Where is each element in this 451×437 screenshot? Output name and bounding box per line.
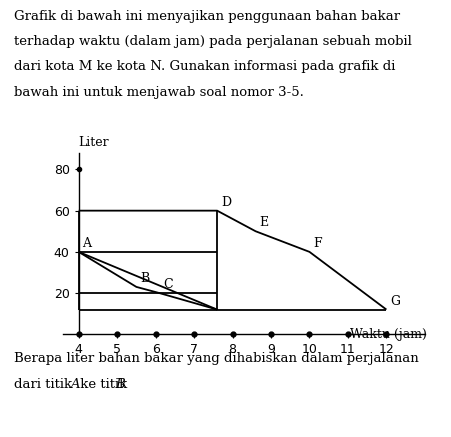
Text: Berapa liter bahan bakar yang dihabiskan dalam perjalanan: Berapa liter bahan bakar yang dihabiskan… <box>14 352 417 365</box>
Text: dari titik: dari titik <box>14 378 76 391</box>
Text: ke titik: ke titik <box>76 378 131 391</box>
Text: A: A <box>83 237 91 250</box>
Text: terhadap waktu (dalam jam) pada perjalanan sebuah mobil: terhadap waktu (dalam jam) pada perjalan… <box>14 35 410 48</box>
Text: B: B <box>140 272 149 285</box>
Text: D: D <box>221 196 230 208</box>
Text: Waktu (jam): Waktu (jam) <box>349 328 426 341</box>
Text: Grafik di bawah ini menyajikan penggunaan bahan bakar: Grafik di bawah ini menyajikan penggunaa… <box>14 10 399 23</box>
Text: Liter: Liter <box>78 136 109 149</box>
Text: F: F <box>313 237 321 250</box>
Text: B: B <box>115 378 125 391</box>
Text: G: G <box>389 295 400 308</box>
Text: C: C <box>163 278 173 291</box>
Text: E: E <box>259 216 268 229</box>
Text: A: A <box>70 378 79 391</box>
Text: dari kota M ke kota N. Gunakan informasi pada grafik di: dari kota M ke kota N. Gunakan informasi… <box>14 60 394 73</box>
Text: bawah ini untuk menjawab soal nomor 3-5.: bawah ini untuk menjawab soal nomor 3-5. <box>14 86 303 99</box>
